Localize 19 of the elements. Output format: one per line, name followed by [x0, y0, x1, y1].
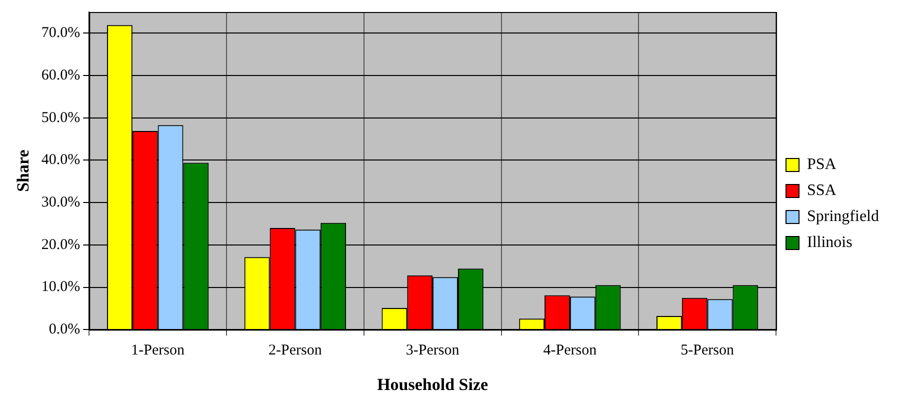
- x-tick-label: 2-Person: [268, 342, 322, 359]
- x-tick-label: 3-Person: [406, 342, 460, 359]
- legend-label: Illinois: [807, 234, 852, 252]
- y-tick-label: 10.0%: [41, 279, 80, 296]
- y-axis-title: Share: [14, 149, 33, 192]
- x-axis-title: Household Size: [377, 375, 489, 394]
- legend-label: Springfield: [807, 208, 880, 226]
- legend-label: PSA: [807, 156, 837, 174]
- y-tick-label: 30.0%: [41, 194, 80, 210]
- y-tick-label: 60.0%: [41, 67, 80, 84]
- y-tick-label: 40.0%: [41, 152, 80, 168]
- y-tick-label: 0.0%: [48, 322, 80, 338]
- legend-label: SSA: [807, 182, 837, 200]
- x-tick-label: 5-Person: [680, 342, 734, 359]
- x-tick-label: 1-Person: [131, 342, 185, 359]
- y-tick-label: 20.0%: [41, 236, 80, 253]
- y-tick-label: 50.0%: [41, 110, 80, 126]
- x-tick-label: 4-Person: [543, 342, 598, 359]
- y-tick-label: 70.0%: [41, 25, 80, 42]
